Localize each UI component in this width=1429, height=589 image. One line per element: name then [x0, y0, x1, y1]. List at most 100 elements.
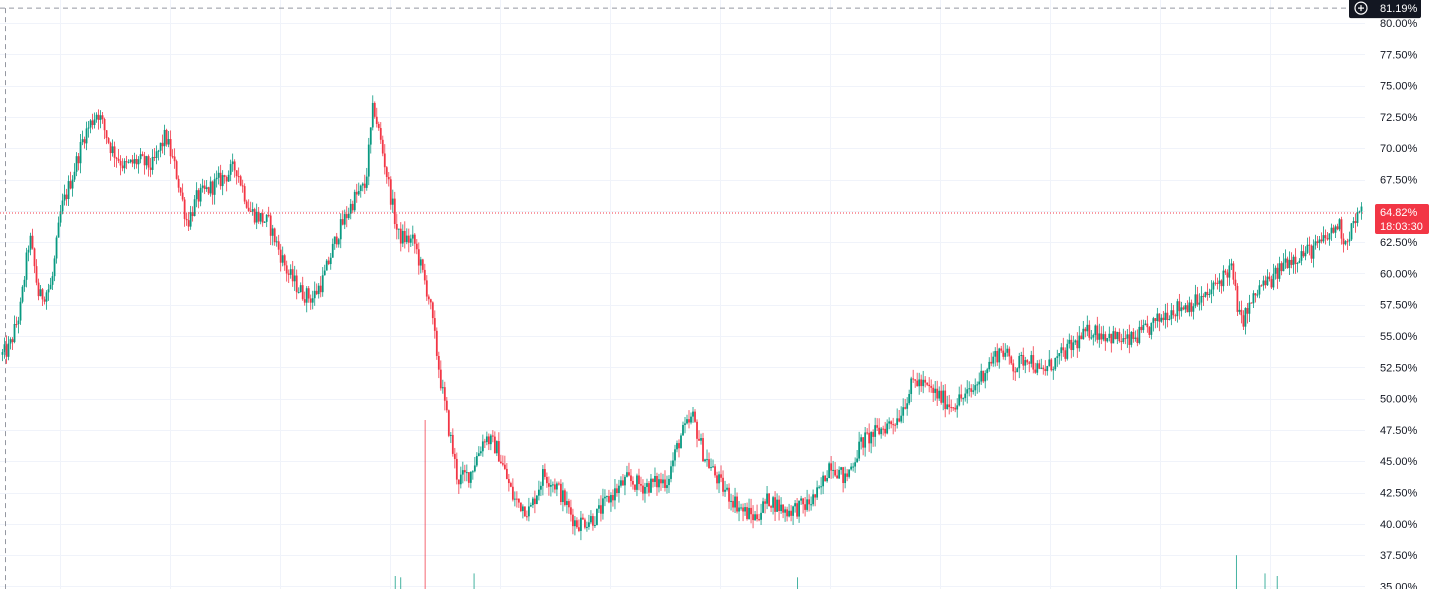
candle[interactable]: [91, 113, 94, 130]
candle[interactable]: [37, 278, 40, 301]
candle[interactable]: [932, 384, 935, 403]
candle[interactable]: [1120, 333, 1123, 351]
candle[interactable]: [303, 291, 306, 306]
candle[interactable]: [1108, 326, 1111, 342]
candle[interactable]: [493, 431, 496, 454]
candle[interactable]: [956, 398, 959, 418]
candle[interactable]: [1254, 293, 1257, 303]
candle[interactable]: [181, 183, 184, 202]
candle[interactable]: [487, 433, 490, 451]
candle[interactable]: [77, 152, 80, 171]
candle[interactable]: [992, 351, 995, 367]
candle[interactable]: [758, 513, 760, 522]
candle[interactable]: [369, 127, 372, 154]
candle[interactable]: [1048, 350, 1051, 367]
candle[interactable]: [271, 224, 274, 246]
candle[interactable]: [151, 149, 154, 175]
candle[interactable]: [1276, 263, 1279, 289]
candle[interactable]: [1000, 345, 1003, 353]
candle[interactable]: [1300, 244, 1303, 266]
candle[interactable]: [427, 294, 430, 305]
candle[interactable]: [804, 497, 806, 517]
candle[interactable]: [986, 367, 989, 381]
candle[interactable]: [1322, 226, 1325, 244]
candle[interactable]: [49, 277, 52, 290]
candle[interactable]: [539, 481, 542, 497]
candle[interactable]: [644, 482, 646, 503]
candle[interactable]: [1240, 300, 1243, 324]
candle[interactable]: [682, 421, 684, 436]
candle[interactable]: [960, 384, 963, 402]
candle[interactable]: [1068, 333, 1071, 349]
candle[interactable]: [277, 234, 280, 256]
candle[interactable]: [942, 384, 945, 411]
candle[interactable]: [928, 377, 931, 393]
candle[interactable]: [477, 446, 480, 457]
candle[interactable]: [131, 154, 134, 168]
candle[interactable]: [678, 439, 680, 458]
candle[interactable]: [746, 502, 748, 521]
candle[interactable]: [333, 236, 336, 250]
candle[interactable]: [519, 502, 522, 513]
candle[interactable]: [465, 464, 468, 482]
candle[interactable]: [219, 164, 222, 190]
candle[interactable]: [1170, 303, 1173, 326]
candle[interactable]: [309, 294, 312, 310]
candle[interactable]: [55, 235, 58, 264]
candle[interactable]: [63, 184, 66, 206]
candle[interactable]: [792, 505, 794, 526]
candle[interactable]: [554, 478, 556, 494]
candle[interactable]: [1356, 207, 1359, 227]
candle[interactable]: [263, 221, 266, 223]
candle[interactable]: [99, 110, 102, 129]
candle[interactable]: [295, 269, 298, 300]
candle[interactable]: [203, 180, 206, 195]
candle[interactable]: [21, 285, 24, 304]
candle[interactable]: [570, 499, 572, 522]
candle[interactable]: [1052, 366, 1055, 380]
candle[interactable]: [1314, 234, 1317, 250]
candle[interactable]: [383, 144, 386, 175]
candle[interactable]: [974, 378, 977, 397]
candle[interactable]: [179, 187, 182, 196]
candle[interactable]: [926, 382, 929, 387]
candle[interactable]: [473, 456, 476, 473]
candle[interactable]: [696, 419, 698, 448]
candle[interactable]: [812, 489, 814, 507]
candle[interactable]: [1360, 202, 1363, 220]
candle[interactable]: [1290, 252, 1293, 269]
candle[interactable]: [291, 260, 294, 287]
candle[interactable]: [39, 284, 42, 297]
candle[interactable]: [948, 394, 951, 415]
candle[interactable]: [261, 209, 264, 227]
candle[interactable]: [423, 263, 426, 285]
candle[interactable]: [1184, 302, 1187, 313]
candle[interactable]: [95, 112, 98, 123]
candle[interactable]: [918, 372, 921, 395]
candle[interactable]: [133, 152, 136, 170]
candle[interactable]: [345, 206, 348, 228]
candle[interactable]: [23, 276, 26, 292]
candle[interactable]: [339, 213, 342, 249]
candle[interactable]: [1156, 307, 1159, 328]
candle[interactable]: [1352, 217, 1355, 229]
candle[interactable]: [163, 124, 166, 156]
candle[interactable]: [762, 497, 764, 514]
candle[interactable]: [842, 466, 845, 493]
candle[interactable]: [676, 440, 678, 453]
candle[interactable]: [1292, 254, 1295, 274]
candle[interactable]: [397, 228, 400, 240]
candle[interactable]: [668, 475, 670, 493]
candle[interactable]: [525, 510, 528, 521]
candle[interactable]: [193, 194, 196, 217]
candle[interactable]: [828, 461, 831, 479]
candle[interactable]: [1348, 231, 1351, 246]
candle[interactable]: [17, 316, 20, 334]
candle[interactable]: [776, 493, 778, 512]
candle[interactable]: [672, 452, 674, 473]
candle[interactable]: [754, 511, 756, 522]
candle[interactable]: [1002, 342, 1005, 360]
candle[interactable]: [580, 511, 582, 541]
candle[interactable]: [1186, 300, 1189, 313]
candle[interactable]: [576, 517, 578, 529]
